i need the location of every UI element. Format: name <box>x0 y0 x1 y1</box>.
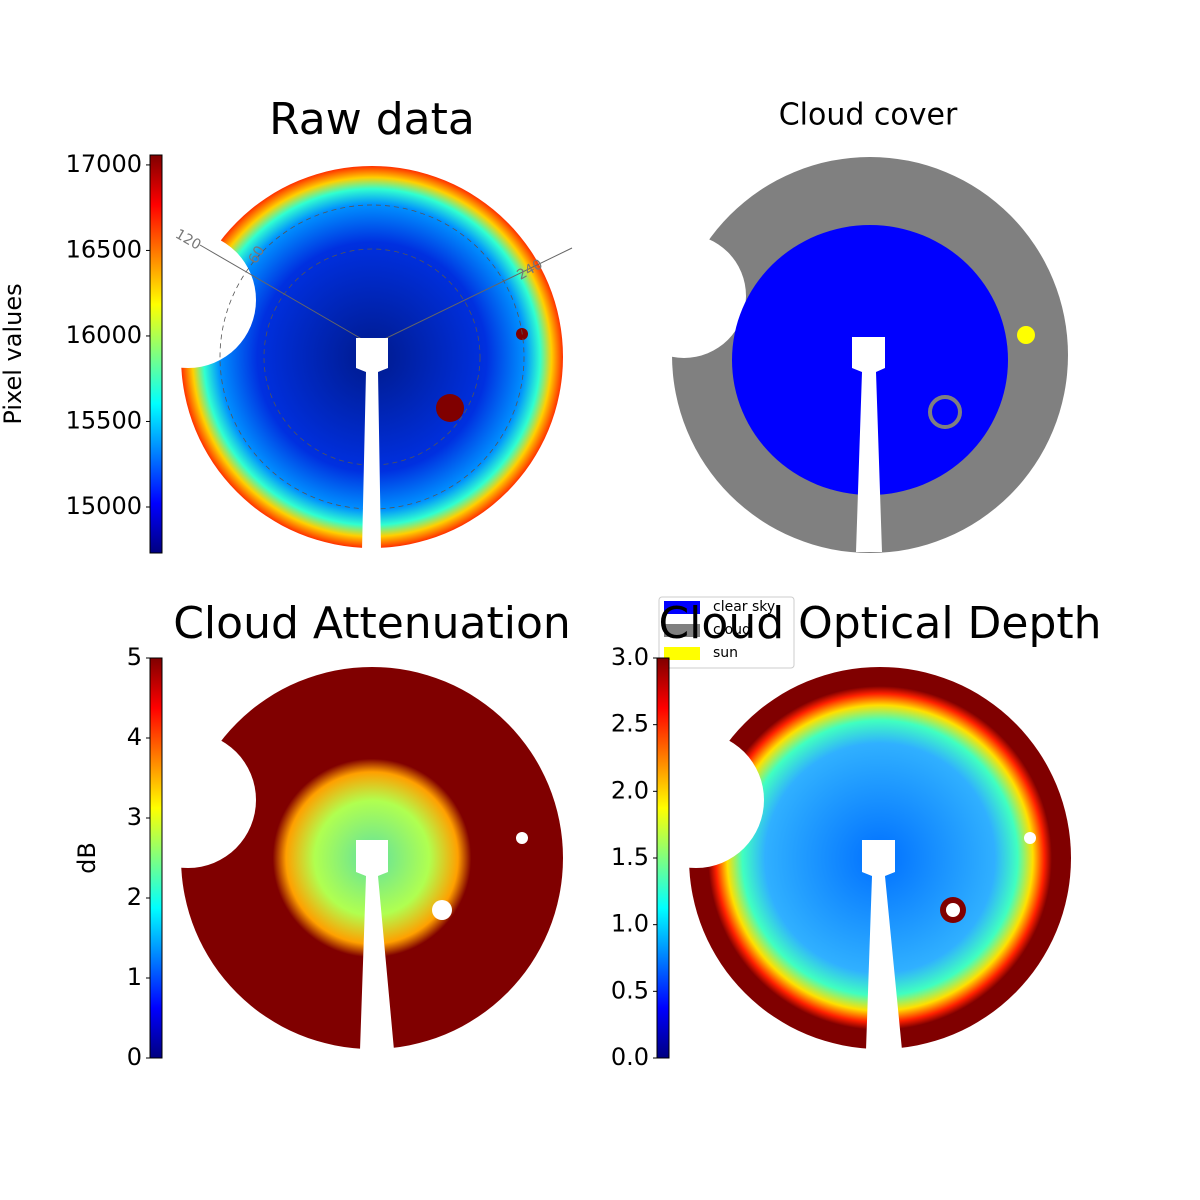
colorbar-tick-label: 16500 <box>66 235 142 263</box>
panel-title: Raw data <box>269 94 475 145</box>
colorbar-tick-label: 1.5 <box>611 843 649 871</box>
colorbar-tick-label: 15000 <box>66 492 142 520</box>
colorbar-tick-label: 2.5 <box>611 710 649 738</box>
legend-entry: clear sky <box>713 599 775 615</box>
colorbar-label: Pixel values <box>0 283 27 424</box>
legend-swatch <box>664 601 700 614</box>
attenuation-image <box>120 667 563 1050</box>
colorbar-tick-label: 17000 <box>66 150 142 178</box>
colorbar <box>149 657 163 1059</box>
legend-swatch <box>664 624 700 637</box>
colorbar-tick-label: 15500 <box>66 406 142 434</box>
legend-entry: cloud <box>713 622 751 638</box>
colorbar-label: dB <box>73 842 101 874</box>
colorbar-tick-label: 16000 <box>66 321 142 349</box>
colorbar-tick-label: 0.0 <box>611 1043 649 1071</box>
colorbar-tick-label: 5 <box>127 643 142 671</box>
panel-title: Cloud Attenuation <box>173 598 571 649</box>
colorbar-tick-label: 2 <box>127 883 142 911</box>
optical-depth-image <box>628 667 1071 1050</box>
colorbar-tick-label: 0.5 <box>611 976 649 1004</box>
colorbar-tick-label: 3.0 <box>611 643 649 671</box>
colorbar <box>149 154 163 554</box>
panel-title: Cloud Optical Depth <box>658 598 1101 649</box>
cloud-mask-image <box>622 157 1068 553</box>
legend-swatch <box>664 647 700 660</box>
panel-title: Cloud cover <box>779 98 958 133</box>
colorbar-tick-label: 1 <box>127 963 142 991</box>
colorbar-tick-label: 3 <box>127 803 142 831</box>
colorbar-tick-label: 1.0 <box>611 910 649 938</box>
polar-label: 60 <box>246 243 269 266</box>
colorbar <box>656 657 670 1059</box>
colorbar-tick-label: 0 <box>127 1043 142 1071</box>
legend-entry: sun <box>713 645 738 661</box>
sky-image <box>120 166 573 550</box>
colorbar-tick-label: 2.0 <box>611 776 649 804</box>
colorbar-tick-label: 4 <box>127 723 142 751</box>
